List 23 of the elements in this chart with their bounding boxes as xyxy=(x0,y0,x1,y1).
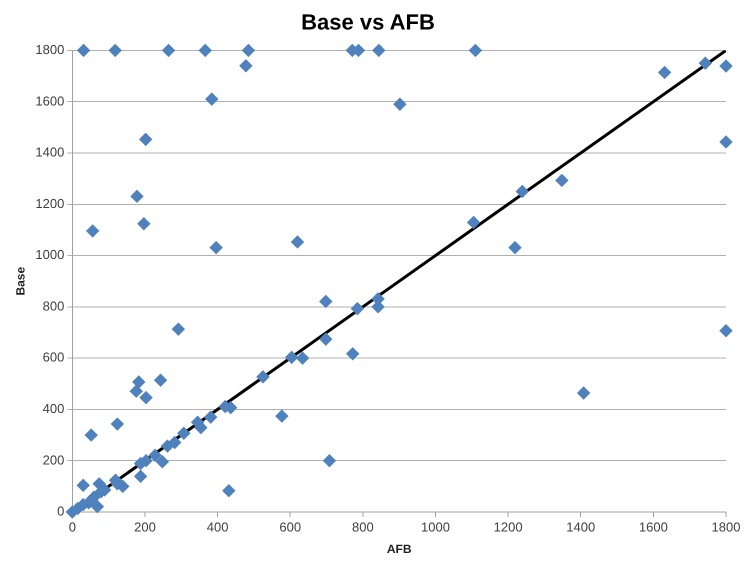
x-tick-label: 1800 xyxy=(712,519,740,534)
x-tick-label: 1000 xyxy=(421,519,450,534)
x-axis-title: AFB xyxy=(386,542,412,556)
x-tick-label: 600 xyxy=(279,519,302,534)
y-tick-label: 1000 xyxy=(35,247,64,262)
y-tick-label: 600 xyxy=(42,350,64,365)
chart-title: Base vs AFB xyxy=(301,9,435,34)
x-tick-label: 1400 xyxy=(566,519,596,534)
y-tick-label: 1800 xyxy=(35,42,64,57)
x-tick-label: 200 xyxy=(134,519,156,534)
y-tick-label: 200 xyxy=(42,452,64,468)
y-axis-title: Base xyxy=(14,266,28,296)
y-tick-label: 800 xyxy=(42,298,64,314)
x-tick-label: 800 xyxy=(352,519,374,534)
y-tick-label: 0 xyxy=(57,504,64,519)
x-tick-label: 0 xyxy=(68,519,76,534)
y-tick-label: 400 xyxy=(42,401,64,416)
y-tick-label: 1600 xyxy=(35,93,64,108)
x-tick-label: 400 xyxy=(206,519,228,534)
x-tick-label: 1600 xyxy=(638,519,668,534)
x-tick-label: 1200 xyxy=(494,519,523,534)
y-tick-label: 1200 xyxy=(35,196,64,211)
y-tick-label: 1400 xyxy=(35,144,64,160)
